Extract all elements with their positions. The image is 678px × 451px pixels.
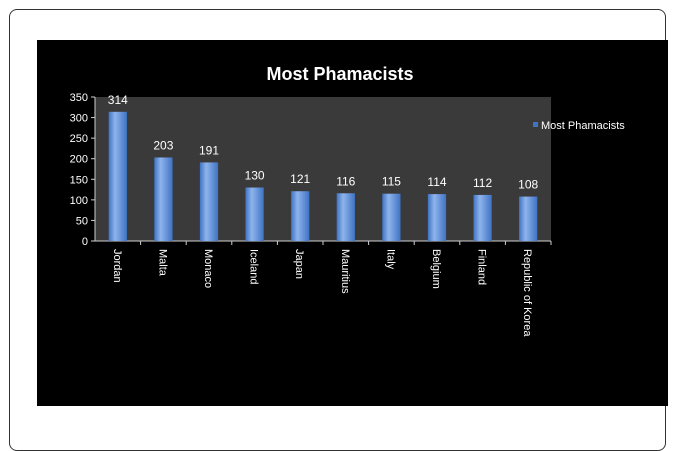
bar bbox=[427, 194, 447, 241]
x-tick-label: Iceland bbox=[248, 249, 260, 284]
data-label: 115 bbox=[382, 175, 401, 189]
y-tick-label: 350 bbox=[70, 92, 88, 104]
y-tick-label: 150 bbox=[70, 174, 88, 186]
y-tick-label: 300 bbox=[70, 113, 88, 125]
bar-series: 314 203 191 130 121 116 115 114 112 108 bbox=[108, 93, 539, 241]
x-tick-label: Belgium bbox=[430, 249, 442, 289]
bar bbox=[199, 162, 219, 241]
x-tick-label: Finland bbox=[476, 249, 488, 285]
data-label: 116 bbox=[336, 174, 355, 188]
x-tick-label: Mauritius bbox=[339, 249, 351, 294]
data-label: 314 bbox=[108, 93, 128, 107]
chart-title: Most Phamacists bbox=[266, 64, 413, 84]
data-label: 130 bbox=[245, 169, 265, 183]
bar bbox=[245, 187, 264, 241]
bar bbox=[336, 193, 355, 241]
data-label: 121 bbox=[290, 172, 310, 186]
data-label: 114 bbox=[427, 175, 446, 189]
x-tick-label: Republic of Korea bbox=[521, 249, 533, 337]
data-label: 112 bbox=[473, 176, 492, 190]
x-tick-label: Japan bbox=[293, 249, 305, 279]
legend-label: Most Phamacists bbox=[541, 120, 625, 132]
y-axis: 0 50 100 150 200 250 300 350 bbox=[70, 92, 96, 248]
y-tick-label: 200 bbox=[70, 154, 88, 166]
x-axis: Jordan Malta Monaco Iceland Japan Mauritius It… bbox=[95, 240, 552, 337]
data-label: 191 bbox=[199, 143, 219, 157]
bar bbox=[108, 111, 127, 241]
y-tick-label: 50 bbox=[76, 215, 88, 227]
y-tick-label: 0 bbox=[82, 236, 88, 248]
y-tick-label: 100 bbox=[70, 195, 88, 207]
y-tick-label: 250 bbox=[70, 133, 88, 145]
bar bbox=[154, 157, 173, 241]
bar bbox=[291, 191, 310, 241]
data-label: 108 bbox=[518, 178, 538, 192]
x-tick-label: Monaco bbox=[202, 249, 214, 288]
bar bbox=[519, 196, 538, 241]
bar bbox=[473, 194, 492, 241]
x-tick-label: Italy bbox=[384, 249, 396, 270]
bar-chart: Most Phamacists 0 50 100 150 200 250 300 350 Jo… bbox=[70, 64, 626, 337]
x-tick-label: Malta bbox=[156, 249, 168, 277]
data-label: 203 bbox=[153, 138, 173, 152]
legend: Most Phamacists bbox=[533, 120, 625, 132]
legend-swatch bbox=[533, 122, 538, 127]
chart-panel: Most Phamacists 0 50 100 150 200 250 300 350 Jo… bbox=[37, 40, 668, 406]
x-tick-label: Jordan bbox=[111, 249, 123, 283]
bar bbox=[382, 193, 401, 241]
